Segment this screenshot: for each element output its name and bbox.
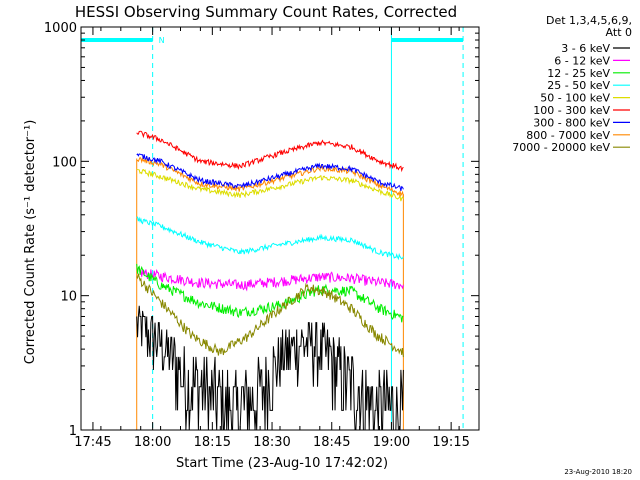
series-line-3-6keV	[136, 305, 404, 431]
x-tick-label: 18:00	[134, 435, 171, 450]
x-tick-label: 18:45	[313, 435, 350, 450]
legend-entry-label: 3 - 6 keV	[561, 42, 610, 55]
legend-entry-label: 800 - 7000 keV	[526, 129, 610, 142]
y-tick-label: 10	[60, 290, 77, 305]
legend-entry-label: 50 - 100 keV	[540, 92, 610, 105]
legend-header-line: Att 0	[606, 26, 632, 39]
y-tick-label: 1000	[44, 21, 77, 36]
series-line-800-7000keV	[136, 156, 404, 197]
legend-entry-label: 300 - 800 keV	[533, 116, 610, 129]
legend-entry-label: 100 - 300 keV	[533, 104, 610, 117]
legend-entry-label: 7000 - 20000 keV	[512, 141, 610, 154]
n-marker-label: N	[159, 36, 165, 45]
legend-header-line: Det 1,3,4,5,6,9,	[546, 14, 632, 27]
y-tick-label: 1	[69, 424, 77, 439]
x-axis-label: Start Time (23-Aug-10 17:42:02)	[176, 456, 388, 471]
series-line-50-100keV	[136, 168, 404, 202]
legend-entry-label: 6 - 12 keV	[554, 54, 610, 67]
data-series-group	[136, 130, 404, 431]
axis-ticks: 17:45 18:00 18:15 18:30 18:45 19:00 19:15 1 10 10…	[44, 21, 480, 450]
x-tick-label: 19:15	[432, 435, 469, 450]
chart-title: HESSI Observing Summary Count Rates, Cor…	[75, 3, 457, 21]
series-line-25-50keV	[136, 216, 404, 261]
legend-entry-label: 25 - 50 keV	[547, 79, 610, 92]
series-line-300-800keV	[136, 153, 404, 192]
legend-entry-label: 12 - 25 keV	[547, 67, 610, 80]
x-tick-label: 18:15	[194, 435, 231, 450]
series-line-12-25keV	[136, 263, 404, 323]
x-tick-label: 17:45	[74, 435, 111, 450]
series-line-7000-20000keV	[136, 273, 404, 358]
y-tick-label: 100	[52, 155, 77, 170]
series-line-100-300keV	[136, 130, 404, 173]
y-axis-label: Corrected Count Rate (s⁻¹ detector⁻¹)	[23, 120, 38, 365]
night-and-saa-markers: N	[81, 27, 464, 430]
x-tick-label: 19:00	[373, 435, 410, 450]
series-line-6-12keV	[136, 266, 404, 292]
x-tick-label: 18:30	[253, 435, 290, 450]
plot-timestamp: 23-Aug-2010 18:20	[564, 468, 632, 476]
